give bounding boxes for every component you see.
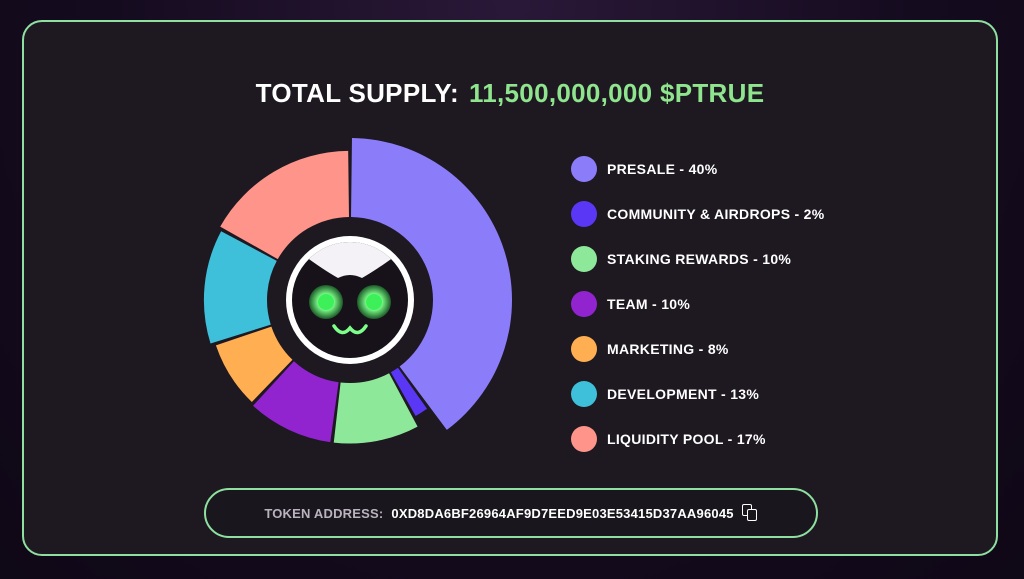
token-address-value[interactable]: 0XD8DA6BF26964AF9D7EED9E03E53415D37AA960… xyxy=(391,505,734,521)
legend-label: LIQUIDITY POOL - 17% xyxy=(607,430,766,447)
legend-label: PRESALE - 40% xyxy=(607,160,718,177)
slice-liquidity-pool xyxy=(220,150,349,260)
slice-team xyxy=(253,361,339,443)
token-address-label: TOKEN ADDRESS: xyxy=(264,505,384,521)
legend-item: LIQUIDITY POOL - 17% xyxy=(571,416,825,461)
legend-label: STAKING REWARDS - 10% xyxy=(607,250,792,267)
slice-community-airdrops xyxy=(390,367,428,416)
legend-label: DEVELOPMENT - 13% xyxy=(607,385,760,402)
legend-swatch xyxy=(571,380,597,407)
slice-development xyxy=(203,231,277,344)
legend-item: MARKETING - 8% xyxy=(571,326,825,371)
chart-legend: PRESALE - 40% COMMUNITY & AIRDROPS - 2% ST… xyxy=(571,146,825,461)
legend-label: TEAM - 10% xyxy=(607,295,691,312)
legend-item: DEVELOPMENT - 13% xyxy=(571,371,825,416)
legend-swatch xyxy=(571,155,597,182)
legend-label: COMMUNITY & AIRDROPS - 2% xyxy=(607,205,825,222)
legend-item: STAKING REWARDS - 10% xyxy=(571,236,825,281)
legend-swatch xyxy=(571,335,597,362)
legend-item: COMMUNITY & AIRDROPS - 2% xyxy=(571,191,825,236)
legend-label: MARKETING - 8% xyxy=(607,340,729,357)
supply-donut-chart xyxy=(203,138,512,444)
legend-swatch xyxy=(571,245,597,272)
legend-swatch xyxy=(571,425,597,452)
legend-item: TEAM - 10% xyxy=(571,281,825,326)
total-supply-value: 11,500,000,000 $PTRUE xyxy=(468,78,765,108)
legend-swatch xyxy=(571,290,597,317)
total-supply-label: TOTAL SUPPLY: xyxy=(255,78,459,108)
slice-marketing xyxy=(215,326,293,402)
slice-staking-rewards xyxy=(333,373,418,444)
token-address-bar: TOKEN ADDRESS: 0XD8DA6BF26964AF9D7EED9E0… xyxy=(204,488,818,538)
copy-icon[interactable] xyxy=(741,504,758,522)
slice-presale xyxy=(351,138,512,430)
total-supply-title: TOTAL SUPPLY: 11,500,000,000 $PTRUE xyxy=(24,78,996,109)
legend-item: PRESALE - 40% xyxy=(571,146,825,191)
cat-face-icon xyxy=(286,236,414,364)
legend-swatch xyxy=(571,200,597,227)
